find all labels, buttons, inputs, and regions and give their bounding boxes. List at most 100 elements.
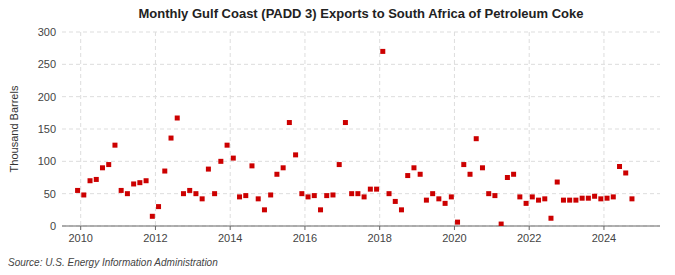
x-tick-label: 2010 — [68, 232, 92, 244]
point — [100, 165, 105, 170]
x-tick — [304, 226, 305, 230]
point — [567, 198, 572, 203]
point — [312, 193, 317, 198]
y-grid-line — [62, 193, 660, 194]
y-grid-line — [62, 96, 660, 97]
point — [131, 181, 136, 186]
point — [187, 188, 192, 193]
point — [374, 187, 379, 192]
x-tick — [230, 226, 231, 230]
x-grid-line — [230, 32, 231, 226]
point — [530, 194, 535, 199]
point — [461, 162, 466, 167]
point — [281, 165, 286, 170]
x-grid-line — [603, 32, 604, 226]
point — [368, 187, 373, 192]
x-tick — [379, 226, 380, 230]
x-grid-line — [529, 32, 530, 226]
y-tick-label: 250 — [38, 58, 56, 70]
title: Monthly Gulf Coast (PADD 3) Exports to S… — [139, 6, 584, 21]
point — [411, 165, 416, 170]
point — [200, 196, 205, 201]
point — [629, 196, 634, 201]
point — [380, 49, 385, 54]
point — [555, 180, 560, 185]
point — [362, 194, 367, 199]
point — [237, 194, 242, 199]
point — [206, 167, 211, 172]
y-tick-label: 100 — [38, 155, 56, 167]
y-tick-label: 0 — [50, 220, 56, 232]
point — [480, 165, 485, 170]
y-grid-line — [62, 161, 660, 162]
x-grid-line — [155, 32, 156, 226]
x-grid-line — [304, 32, 305, 226]
point — [623, 170, 628, 175]
point — [318, 207, 323, 212]
x-tick-label: 2012 — [143, 232, 167, 244]
x-grid-line — [379, 32, 380, 226]
point — [573, 198, 578, 203]
point — [337, 162, 342, 167]
source: Source: U.S. Energy Information Administ… — [8, 257, 218, 268]
point — [548, 216, 553, 221]
point — [486, 191, 491, 196]
point — [299, 191, 304, 196]
x-grid-line — [80, 32, 81, 226]
point — [517, 194, 522, 199]
point — [137, 180, 142, 185]
point — [243, 193, 248, 198]
x-tick — [80, 226, 81, 230]
point — [399, 207, 404, 212]
y-grid-line — [62, 226, 660, 227]
point — [112, 143, 117, 148]
point — [611, 194, 616, 199]
point — [225, 143, 230, 148]
point — [268, 192, 273, 197]
point — [162, 169, 167, 174]
point — [119, 188, 124, 193]
y-grid-line — [62, 64, 660, 65]
point — [343, 120, 348, 125]
point — [617, 164, 622, 169]
point — [605, 196, 610, 201]
point — [88, 178, 93, 183]
point — [387, 191, 392, 196]
point — [349, 191, 354, 196]
point — [443, 201, 448, 206]
point — [561, 198, 566, 203]
point — [181, 191, 186, 196]
x-tick — [155, 226, 156, 230]
point — [175, 116, 180, 121]
y-tick-label: 50 — [44, 188, 56, 200]
point — [586, 196, 591, 201]
point — [125, 191, 130, 196]
point — [511, 172, 516, 177]
x-tick-label: 2018 — [367, 232, 391, 244]
point — [262, 207, 267, 212]
point — [324, 193, 329, 198]
point — [405, 173, 410, 178]
point — [106, 162, 111, 167]
point — [424, 198, 429, 203]
x-tick-label: 2022 — [517, 232, 541, 244]
point — [249, 163, 254, 168]
point — [218, 159, 223, 164]
x-tick-label: 2016 — [293, 232, 317, 244]
points — [75, 49, 634, 226]
point — [274, 172, 279, 177]
point — [455, 220, 460, 225]
point — [524, 201, 529, 206]
y-grid-line — [62, 129, 660, 130]
point — [468, 172, 473, 177]
x-tick — [454, 226, 455, 230]
x-grid-line — [454, 32, 455, 226]
point — [449, 194, 454, 199]
point — [499, 222, 504, 226]
point — [156, 204, 161, 209]
point — [542, 196, 547, 201]
point — [580, 196, 585, 201]
y-grid-line — [62, 32, 660, 33]
y-tick-label: 150 — [38, 123, 56, 135]
x-tick-label: 2024 — [592, 232, 616, 244]
